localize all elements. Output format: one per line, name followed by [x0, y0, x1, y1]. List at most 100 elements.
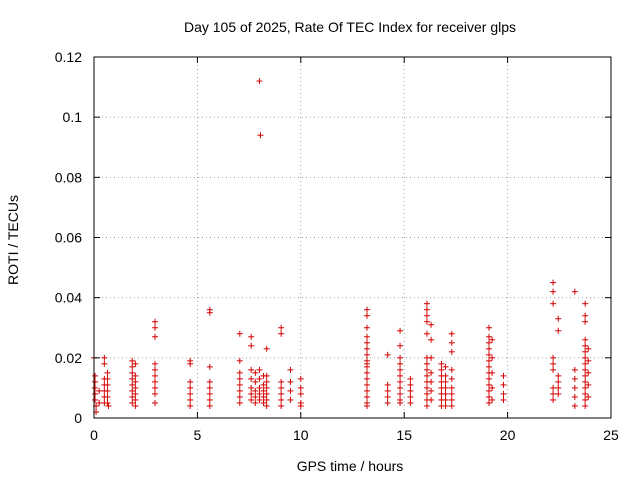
data-point	[248, 342, 255, 349]
data-point	[92, 390, 99, 397]
data-point	[582, 372, 589, 379]
data-point	[363, 312, 370, 319]
data-point	[363, 375, 370, 382]
data-point	[263, 402, 270, 409]
data-point	[260, 393, 267, 400]
grid-layer	[94, 57, 611, 418]
data-point	[101, 354, 108, 361]
data-point	[582, 360, 589, 367]
data-point	[582, 390, 589, 397]
y-axis-label: ROTI / TECUs	[5, 195, 21, 285]
data-point	[397, 327, 404, 334]
data-point	[152, 324, 159, 331]
data-point	[129, 399, 136, 406]
data-point	[278, 330, 285, 337]
data-point	[423, 330, 430, 337]
data-point	[550, 354, 557, 361]
data-point	[92, 384, 99, 391]
data-point	[555, 327, 562, 334]
data-point	[256, 396, 263, 403]
data-point	[152, 333, 159, 340]
data-point	[256, 366, 263, 373]
data-point	[263, 390, 270, 397]
data-point	[485, 351, 492, 358]
data-point	[206, 363, 213, 370]
data-point	[236, 387, 243, 394]
data-point	[485, 375, 492, 382]
data-point	[152, 360, 159, 367]
data-point	[260, 381, 267, 388]
data-point	[582, 402, 589, 409]
y-tick-label: 0.08	[55, 169, 82, 185]
data-point	[187, 390, 194, 397]
data-point	[129, 381, 136, 388]
plot-frame	[93, 56, 612, 419]
data-point	[550, 384, 557, 391]
data-point	[555, 390, 562, 397]
y-tick-label: 0	[74, 410, 82, 426]
data-point	[485, 333, 492, 340]
data-point	[485, 399, 492, 406]
data-point	[485, 357, 492, 364]
data-point	[92, 378, 99, 385]
data-point	[363, 402, 370, 409]
data-point	[397, 354, 404, 361]
data-point	[132, 402, 139, 409]
data-point	[448, 402, 455, 409]
data-point	[363, 369, 370, 376]
data-point	[489, 336, 496, 343]
data-point	[129, 393, 136, 400]
data-point	[442, 363, 449, 370]
data-point	[129, 375, 136, 382]
data-point	[550, 396, 557, 403]
data-point	[397, 342, 404, 349]
data-point	[485, 381, 492, 388]
x-tick-label: 10	[293, 427, 309, 443]
data-point	[104, 387, 111, 394]
data-point	[407, 375, 414, 382]
data-point	[129, 357, 136, 364]
data-point	[297, 402, 304, 409]
data-point	[428, 369, 435, 376]
data-point	[397, 366, 404, 373]
data-point	[582, 396, 589, 403]
data-point	[104, 393, 111, 400]
y-tick-label: 0.04	[55, 290, 82, 306]
data-point	[442, 384, 449, 391]
data-point	[442, 390, 449, 397]
data-point	[252, 369, 259, 376]
data-point	[438, 366, 445, 373]
data-point	[236, 330, 243, 337]
data-point	[278, 378, 285, 385]
data-point	[384, 393, 391, 400]
data-point	[423, 306, 430, 313]
data-point	[489, 369, 496, 376]
data-point	[428, 321, 435, 328]
data-point	[585, 357, 592, 364]
data-point	[252, 378, 259, 385]
data-point	[428, 387, 435, 394]
data-point	[485, 345, 492, 352]
data-point	[407, 387, 414, 394]
data-point	[263, 345, 270, 352]
data-point	[206, 384, 213, 391]
data-point	[489, 384, 496, 391]
data-point	[485, 363, 492, 370]
data-point	[297, 390, 304, 397]
data-point	[363, 363, 370, 370]
data-point	[263, 396, 270, 403]
data-point	[152, 318, 159, 325]
data-point	[152, 366, 159, 373]
data-point	[407, 381, 414, 388]
data-point	[423, 300, 430, 307]
data-point	[363, 306, 370, 313]
data-point	[187, 396, 194, 403]
data-point	[384, 351, 391, 358]
data-point	[206, 402, 213, 409]
x-tick-label: 0	[90, 427, 98, 443]
x-tick-label: 15	[396, 427, 412, 443]
data-point	[582, 354, 589, 361]
data-point	[206, 378, 213, 385]
data-point	[571, 393, 578, 400]
y-tick-label: 0.12	[55, 49, 82, 65]
